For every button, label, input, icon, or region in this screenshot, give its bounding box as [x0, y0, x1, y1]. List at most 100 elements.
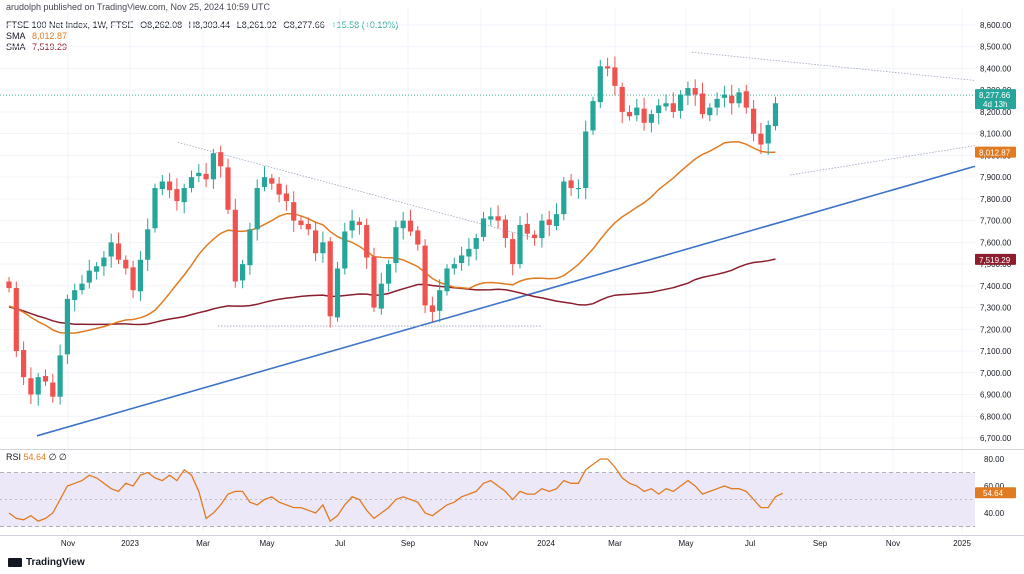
candle	[692, 79, 698, 106]
price-tick-label: 8,500.00	[980, 43, 1012, 52]
resistance-line-2023	[177, 141, 535, 239]
candle-body	[605, 66, 611, 69]
candle	[152, 183, 158, 233]
candle-body	[619, 86, 625, 112]
time-tick-label: 2025	[953, 539, 971, 548]
candle-body	[524, 223, 530, 234]
candle-body	[670, 103, 676, 112]
price-tick-label: 6,700.00	[980, 434, 1012, 443]
candle	[137, 251, 143, 301]
candle-body	[626, 111, 633, 117]
candle-body	[641, 108, 647, 123]
tradingview-logo[interactable]: TradingView	[8, 557, 85, 568]
candle-body	[656, 105, 662, 114]
sma-fast-value: 8,012.87	[32, 31, 68, 41]
published-by-line: arudolph published on TradingView.com, N…	[6, 2, 271, 12]
candle-body	[612, 67, 618, 86]
candle-body	[218, 152, 224, 167]
time-tick-label: Sep	[401, 539, 416, 548]
candle	[115, 232, 122, 265]
candle-body	[415, 230, 421, 245]
candle	[130, 260, 136, 299]
candle-body	[79, 283, 85, 291]
candle-body	[130, 267, 136, 291]
candle	[79, 274, 85, 295]
price-tick-label: 7,800.00	[980, 195, 1012, 204]
time-tick-label: May	[259, 539, 274, 548]
price-tick-label: 8,400.00	[980, 64, 1012, 73]
candle-body	[305, 223, 311, 230]
candle	[626, 105, 633, 121]
candle-body	[386, 264, 392, 284]
candle	[772, 96, 779, 131]
candle-body	[108, 242, 114, 257]
candle	[459, 246, 465, 271]
candle-body	[371, 256, 377, 308]
candle-body	[422, 245, 428, 306]
candle	[232, 198, 238, 288]
candle	[386, 259, 392, 292]
candle-body	[313, 230, 319, 254]
candle-body	[101, 257, 107, 267]
candle	[94, 261, 100, 280]
candle-body	[634, 107, 640, 116]
candle	[174, 178, 180, 211]
candle	[298, 216, 304, 230]
candle-body	[298, 220, 304, 225]
time-tick-label: May	[678, 539, 693, 548]
candle	[50, 373, 56, 403]
candle-body	[6, 281, 12, 289]
candle-body	[772, 103, 779, 127]
candle-body	[57, 355, 63, 397]
price-tick-label: 7,900.00	[980, 173, 1012, 182]
candle	[721, 85, 727, 108]
candle	[35, 372, 41, 406]
price-tick-label: 7,200.00	[980, 325, 1012, 334]
candle	[656, 98, 662, 125]
time-tick-label: Jul	[745, 539, 755, 548]
candle	[641, 97, 647, 131]
candle	[524, 213, 530, 240]
rsi-tick-label: 40.00	[984, 509, 1005, 518]
candle	[670, 92, 676, 119]
candle-body	[145, 229, 151, 260]
candle	[159, 174, 165, 196]
candle-body	[247, 229, 253, 266]
candle	[590, 96, 596, 135]
sma-fast-line	[8, 141, 776, 334]
candle	[334, 261, 341, 322]
candle	[451, 257, 457, 275]
price-tick-label: 8,200.00	[980, 108, 1012, 117]
candle-body	[517, 224, 523, 265]
time-tick-label: Nov	[61, 539, 75, 548]
candle-body	[495, 216, 501, 221]
candle-body	[35, 377, 41, 395]
sma-slow-line	[8, 258, 776, 326]
candle-body	[13, 288, 19, 352]
rsi-badge-text: 54.64	[983, 489, 1004, 498]
candle-body	[466, 248, 472, 257]
sma-fast-legend[interactable]: SMA 8,012.87	[6, 31, 71, 41]
time-tick-label: Nov	[474, 539, 488, 548]
candle	[378, 272, 384, 315]
candle-body	[254, 188, 260, 230]
candle-body	[94, 266, 100, 272]
candle	[473, 233, 479, 261]
candle-body	[765, 124, 771, 144]
candle-body	[225, 167, 231, 210]
price-tick-label: 7,100.00	[980, 347, 1012, 356]
candle	[188, 170, 195, 193]
candle	[685, 81, 691, 106]
candle	[605, 57, 611, 77]
candle-body	[42, 376, 49, 382]
time-axis: Nov 2023 Mar May Jul Sep Nov 2024 Mar May Jul Sep No…	[61, 539, 972, 548]
candle-body	[174, 189, 180, 202]
rsi-legend[interactable]: RSI 54.64 ∅ ∅	[6, 452, 67, 463]
candle	[320, 231, 326, 263]
candle	[21, 341, 27, 385]
candle	[371, 247, 377, 312]
candle-body	[459, 255, 465, 264]
price-tick-label: 6,800.00	[980, 412, 1012, 421]
candle-body	[751, 108, 757, 134]
